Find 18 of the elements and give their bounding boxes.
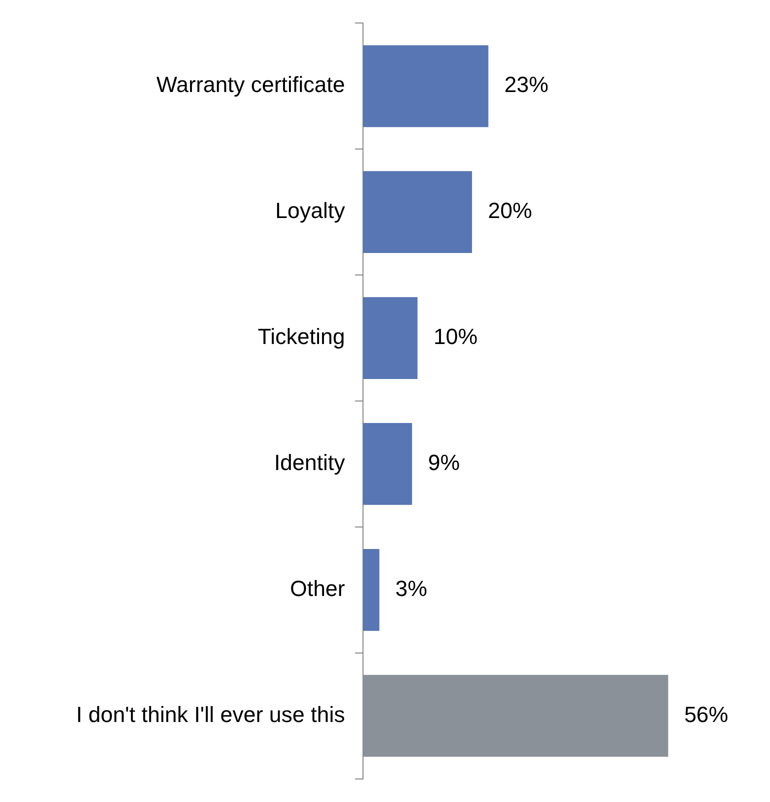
data-label: 9%	[428, 450, 460, 476]
bar	[363, 423, 412, 505]
data-label: 20%	[488, 198, 532, 224]
bar	[363, 171, 472, 254]
y-tick-label: Warranty certificate	[156, 72, 345, 98]
data-label: 23%	[504, 72, 548, 98]
y-tick-label: Loyalty	[275, 198, 345, 224]
data-label: 10%	[434, 324, 478, 350]
y-tick-label: Identity	[274, 450, 345, 476]
bar	[363, 297, 418, 379]
y-tick-label: Other	[290, 576, 345, 601]
y-tick-label: I don't think I'll ever use this	[76, 702, 345, 727]
bar	[363, 548, 380, 631]
data-label: 3%	[395, 576, 428, 601]
bar	[363, 674, 668, 757]
y-tick-label: Ticketing	[258, 324, 345, 350]
data-label: 56%	[684, 702, 728, 727]
bar	[363, 45, 488, 128]
